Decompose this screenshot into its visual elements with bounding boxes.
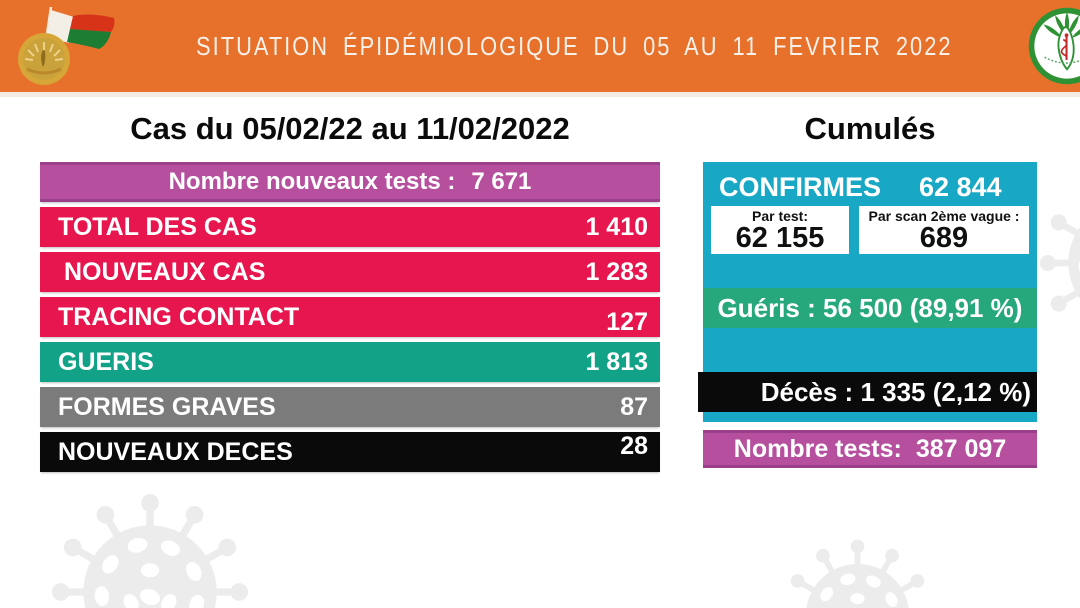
confirmed-row: CONFIRMES 62 844 [711, 168, 1029, 206]
confirmed-breakdown: Par test: 62 155 Par scan 2ème vague : 6… [711, 206, 1029, 254]
stat-value: 28 [620, 432, 648, 460]
by-scan-value: 689 [919, 222, 969, 254]
virus-watermark [1039, 173, 1080, 353]
stat-row-total-des-cas: TOTAL DES CAS 1 410 [40, 207, 660, 247]
by-test-value: 62 155 [735, 222, 825, 254]
stat-label: FORMES GRAVES [58, 392, 276, 421]
madagascar-flag-seal-logo [14, 2, 124, 90]
virus-watermark [781, 539, 934, 608]
header-divider [0, 92, 1080, 97]
by-scan-label: Par scan 2ème vague : [868, 208, 1020, 224]
header: SITUATION ÉPIDÉMIOLOGIQUE DU 05 AU 11 FE… [0, 0, 1080, 92]
cumulative-title: Cumulés [804, 111, 936, 146]
stat-label: TRACING CONTACT [58, 302, 300, 331]
by-test-box: Par test: 62 155 [711, 206, 849, 254]
stat-label: GUERIS [58, 347, 154, 376]
stat-row-nouveaux-deces: NOUVEAUX DECES 28 [40, 432, 660, 472]
stat-row-tracing-contact: TRACING CONTACT 127 [40, 297, 660, 337]
stat-value: 1 283 [585, 257, 648, 286]
stat-label: NOUVEAUX DECES [58, 437, 293, 466]
stat-value: 1 410 [585, 212, 648, 241]
weekly-title: Cas du 05/02/22 au 11/02/2022 [130, 111, 570, 146]
by-test-label: Par test: [751, 208, 809, 224]
confirmed-value: 62 844 [919, 171, 1002, 202]
total-tests-label: Nombre tests: [733, 434, 902, 463]
header-title: SITUATION ÉPIDÉMIOLOGIQUE DU 05 AU 11 FE… [196, 30, 953, 61]
weekly-section: Cas du 05/02/22 au 11/02/2022 Nombre nou… [40, 104, 660, 477]
stat-value: 1 813 [585, 347, 648, 376]
by-scan-box: Par scan 2ème vague : 689 [859, 206, 1029, 254]
confirmed-label: CONFIRMES [719, 171, 881, 202]
virus-watermark [52, 494, 248, 608]
stat-row-formes-graves: FORMES GRAVES 87 [40, 387, 660, 427]
health-ministry-logo [1025, 4, 1080, 88]
new-tests-bar: Nombre nouveaux tests : 7 671 [40, 162, 660, 202]
new-tests-label: Nombre nouveaux tests : [168, 168, 456, 195]
total-tests-value: 387 097 [915, 434, 1007, 463]
confirmed-block: CONFIRMES 62 844 Par test: 62 155 Par sc… [698, 162, 1037, 422]
stat-label: NOUVEAUX CAS [64, 257, 266, 286]
total-tests-bar: Nombre tests: 387 097 [703, 430, 1037, 468]
recovered-band: Guéris : 56 500 (89,91 %) [703, 288, 1037, 328]
cumulative-section: Cumulés CONFIRMES 62 844 Par test: 62 15… [698, 104, 1037, 468]
new-tests-value: 7 671 [471, 168, 532, 195]
stat-row-gueris: GUERIS 1 813 [40, 342, 660, 382]
stat-label: TOTAL DES CAS [58, 212, 257, 241]
stat-value: 87 [620, 392, 648, 421]
deaths-band: Décès : 1 335 (2,12 %) [698, 372, 1037, 412]
stat-value: 127 [606, 308, 648, 336]
stat-row-nouveaux-cas: NOUVEAUX CAS 1 283 [40, 252, 660, 292]
